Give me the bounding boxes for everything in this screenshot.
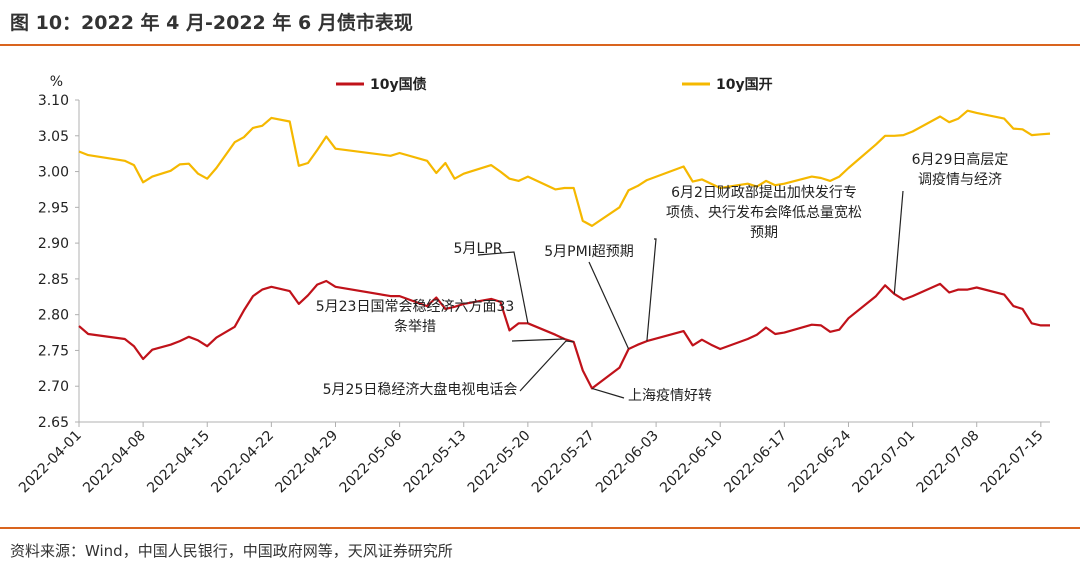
- y-tick-label: 2.90: [38, 236, 69, 252]
- y-tick-label: 3.00: [38, 165, 69, 181]
- annotation-leader: [511, 338, 565, 342]
- annotation-leader: [646, 238, 657, 342]
- x-tick-label: 2022-05-13: [401, 428, 470, 497]
- annotation-label: 5月23日国常会稳经济六方面33: [316, 299, 515, 315]
- annotation-label: 上海疫情好转: [628, 388, 712, 404]
- x-tick-label: 2022-06-17: [721, 428, 790, 497]
- annotation-label: 5月25日稳经济大盘电视电话会: [323, 381, 518, 398]
- annotation-label: 预期: [750, 225, 778, 241]
- annotation-label: 5月PMI超预期: [544, 244, 634, 260]
- annotation-label: 6月29日高层定: [912, 151, 1009, 168]
- annotation-label: 5月LPR: [454, 241, 503, 257]
- series-line: [78, 279, 1050, 390]
- annotation-label: 调疫情与经济: [918, 172, 1002, 188]
- x-tick-label: 2022-04-22: [208, 428, 277, 497]
- x-tick-label: 2022-06-03: [593, 428, 662, 497]
- y-tick-label: 3.10: [38, 93, 69, 109]
- annotation-label: 项债、央行发布会降低总量宽松: [666, 204, 862, 221]
- legend-label: 10y国债: [370, 76, 427, 93]
- annotation-leader: [477, 251, 529, 324]
- y-tick-label: 2.95: [38, 200, 69, 216]
- annotation-leader: [519, 340, 574, 392]
- y-tick-label: 2.65: [38, 415, 69, 431]
- axes: [78, 100, 1050, 423]
- x-tick-label: 2022-05-20: [465, 428, 534, 497]
- annotation-label: 6月2日财政部提出加快发行专: [671, 185, 857, 201]
- y-axis-unit: %: [50, 74, 63, 90]
- x-tick-label: 2022-04-01: [16, 428, 85, 497]
- x-tick-label: 2022-04-29: [272, 428, 341, 497]
- series-line: [78, 109, 1051, 227]
- x-ticks: 2022-04-012022-04-082022-04-152022-04-22…: [16, 422, 1047, 496]
- x-tick-label: 2022-06-24: [785, 427, 854, 496]
- legend: 10y国债 10y国开: [336, 76, 773, 93]
- bottom-rule: [0, 527, 1080, 529]
- annotation-leader: [591, 387, 625, 399]
- annotation-leader: [893, 190, 904, 294]
- x-tick-label: 2022-04-15: [144, 428, 213, 497]
- annotation-leader: [588, 261, 630, 350]
- top-rule: [0, 44, 1080, 46]
- x-tick-label: 2022-06-10: [657, 428, 726, 497]
- source-note: 资料来源：Wind，中国人民银行，中国政府网等，天风证券研究所: [10, 542, 453, 560]
- y-tick-label: 2.70: [38, 379, 69, 395]
- chart: 3.10 3.05 3.00 2.95 2.90 2.85 2.80 2.75 2.70 2.65…: [16, 74, 1051, 496]
- y-tick-label: 3.05: [38, 129, 69, 145]
- x-tick-label: 2022-05-06: [337, 427, 406, 496]
- y-ticks: 3.10 3.05 3.00 2.95 2.90 2.85 2.80 2.75 2.70 2.65: [38, 93, 79, 431]
- figure-title: 图 10：2022 年 4 月-2022 年 6 月债市表现: [10, 12, 413, 34]
- annotations: 5月LPR 5月23日国常会稳经济六方面33 条举措 5月25日稳经济大盘电视电话会 5…: [316, 151, 1009, 404]
- y-tick-label: 2.85: [38, 272, 69, 288]
- legend-label: 10y国开: [716, 77, 773, 93]
- x-tick-label: 2022-07-01: [850, 428, 919, 497]
- x-tick-label: 2022-07-15: [978, 428, 1047, 497]
- y-tick-label: 2.75: [38, 343, 69, 359]
- x-tick-label: 2022-04-08: [80, 428, 149, 497]
- x-tick-label: 2022-07-08: [914, 428, 983, 497]
- annotation-label: 条举措: [394, 318, 436, 335]
- x-tick-label: 2022-05-27: [529, 428, 598, 497]
- y-tick-label: 2.80: [38, 308, 69, 324]
